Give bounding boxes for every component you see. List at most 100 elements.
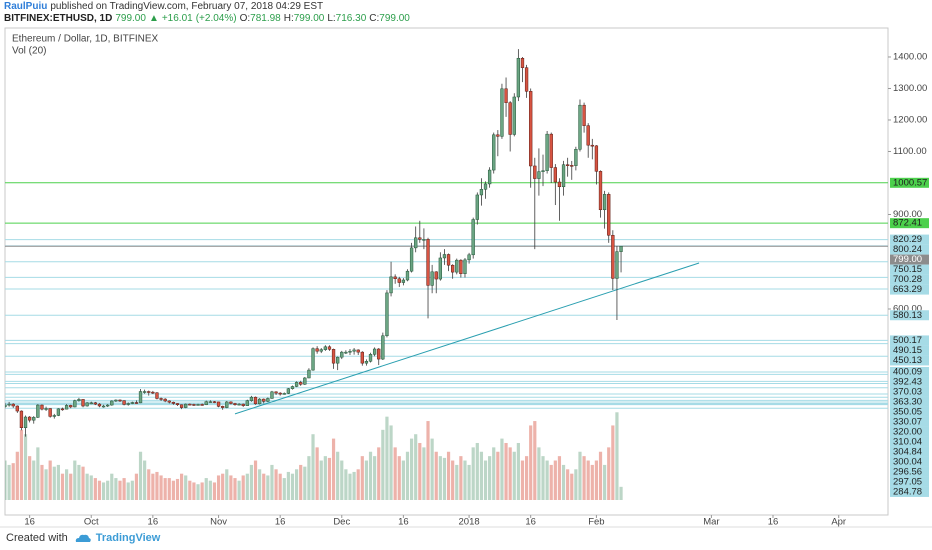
candle-body: [126, 403, 130, 405]
price-label: 580.13: [893, 310, 922, 321]
volume-bar: [459, 456, 463, 500]
volume-bar: [463, 460, 467, 500]
price-label: 330.07: [893, 416, 922, 427]
candle-body: [418, 237, 422, 240]
candle-body: [290, 386, 295, 389]
volume-bar: [216, 475, 221, 500]
price-label: 320.00: [893, 426, 922, 437]
candle-body: [557, 181, 562, 188]
volume-bar: [159, 475, 163, 500]
candle-body: [307, 369, 311, 379]
volume-bar: [52, 466, 56, 500]
volume-title: Vol (20): [12, 46, 46, 57]
price-label-box: [890, 264, 929, 275]
candle-body: [118, 399, 122, 402]
candle-body: [561, 164, 566, 188]
price-label: 750.15: [893, 264, 922, 275]
volume-bar: [561, 464, 566, 500]
price-label-box: [890, 310, 929, 321]
volume-bar: [434, 451, 438, 500]
volume-bar: [451, 460, 455, 500]
candle-body: [11, 403, 15, 407]
plot-layer: [5, 49, 888, 500]
candle-body: [36, 404, 40, 418]
price-label: 872.41: [893, 218, 922, 229]
candle-body: [69, 405, 73, 408]
candle-body: [241, 403, 245, 406]
author[interactable]: RaulPuiu: [4, 1, 48, 12]
price-label-box: [890, 366, 929, 377]
volume-bar: [516, 442, 520, 500]
volume-bar: [36, 447, 40, 500]
volume-bar: [582, 456, 586, 500]
logo: [75, 534, 91, 542]
candle-body: [216, 401, 221, 407]
volume-bar: [180, 473, 184, 500]
brand[interactable]: TradingView: [95, 532, 161, 544]
candle-body: [196, 404, 200, 406]
candle-body: [134, 402, 139, 404]
candle-body: [237, 403, 241, 406]
volume-bar: [200, 482, 204, 500]
volume-bar: [578, 451, 582, 500]
candle-body: [615, 251, 619, 279]
price-label-box: [890, 254, 929, 265]
candle-body: [101, 405, 106, 408]
candle-body: [524, 67, 529, 92]
volume-bar: [389, 425, 393, 500]
volume-bar: [143, 460, 147, 500]
candle-body: [27, 416, 32, 421]
ohlc-value: 781.98: [250, 13, 281, 24]
candle-body: [336, 356, 340, 364]
price-label: 363.30: [893, 396, 922, 407]
volume-bar: [373, 456, 377, 500]
x-tick-label: Mar: [703, 517, 719, 528]
candle-body: [40, 404, 44, 410]
candle-body: [114, 399, 118, 402]
volume-bar: [381, 429, 385, 500]
volume-bar: [364, 460, 369, 500]
price-label-box: [890, 355, 929, 366]
candle-body: [106, 404, 110, 407]
candle-body: [594, 145, 599, 172]
candle-body: [537, 171, 541, 179]
change-pct: (+2.04%): [195, 13, 237, 24]
price-label-box: [890, 476, 929, 487]
volume-bar: [603, 464, 607, 500]
candle-body: [385, 292, 389, 337]
candle-body: [56, 408, 61, 416]
candle-body: [311, 348, 315, 371]
candle-body: [372, 348, 377, 355]
volume-bar: [422, 447, 426, 500]
volume-bar: [167, 478, 171, 500]
price-label-box: [890, 456, 929, 467]
x-tick-label: Dec: [333, 517, 350, 528]
footer: Created with TradingView: [6, 532, 160, 544]
candle-body: [151, 391, 155, 394]
candle-body: [377, 348, 381, 360]
price-label: 310.04: [893, 436, 922, 447]
candle-body: [299, 382, 303, 385]
volume-bar: [15, 451, 19, 500]
volume-bar: [471, 447, 475, 500]
volume-bar: [233, 478, 237, 500]
candle-body: [44, 408, 48, 410]
volume-bar: [147, 469, 151, 500]
volume-bar: [126, 482, 130, 500]
candle-body: [602, 194, 607, 211]
x-tick-label: 16: [525, 517, 536, 528]
candle-body: [598, 171, 603, 211]
volume-bar: [60, 473, 65, 500]
volume-bar: [340, 460, 344, 500]
candle-body: [545, 133, 549, 171]
candle-body: [397, 278, 401, 283]
candle-body: [352, 349, 356, 352]
candle-body: [15, 405, 19, 412]
candle-body: [344, 351, 348, 354]
candle-body: [446, 254, 451, 266]
price-label-box: [890, 218, 929, 229]
volume-bar: [368, 451, 373, 500]
volume-bar: [114, 478, 118, 500]
volume-bar: [44, 469, 48, 500]
